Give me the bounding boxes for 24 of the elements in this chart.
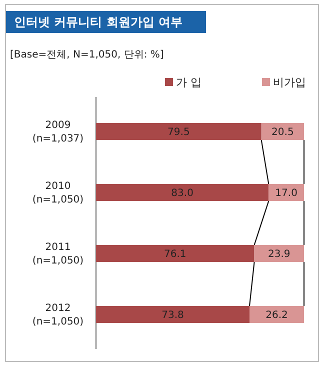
y-tick-label: 2009 (n=1,037) (32, 120, 84, 144)
chart-title: 인터넷 커뮤니티 회원가입 여부 (14, 15, 183, 30)
data-label: 79.5 (168, 127, 190, 138)
legend-label: 가 입 (176, 76, 202, 89)
data-label: 76.1 (164, 249, 186, 260)
data-label: 26.2 (266, 310, 288, 321)
bar (261, 122, 304, 140)
data-label: 20.5 (272, 127, 294, 138)
bar (250, 306, 304, 324)
data-label: 17.0 (275, 188, 298, 199)
bar (96, 306, 250, 324)
bar (254, 244, 304, 262)
data-label: 73.8 (162, 310, 184, 321)
chart-subtitle: [Base=전체, N=1,050, 단위: %] (10, 50, 164, 60)
bar (96, 184, 269, 202)
y-tick-label: 2012 (n=1,050) (32, 303, 84, 328)
bar (268, 184, 304, 202)
y-tick-label: 2011 (n=1,050) (32, 242, 84, 266)
legend-label: 비가입 (273, 76, 306, 89)
bar (96, 244, 254, 262)
data-label: 83.0 (171, 188, 194, 199)
bar (96, 122, 262, 140)
y-tick-label: 2010 (n=1,050) (32, 181, 84, 206)
data-label: 23.9 (268, 249, 290, 260)
